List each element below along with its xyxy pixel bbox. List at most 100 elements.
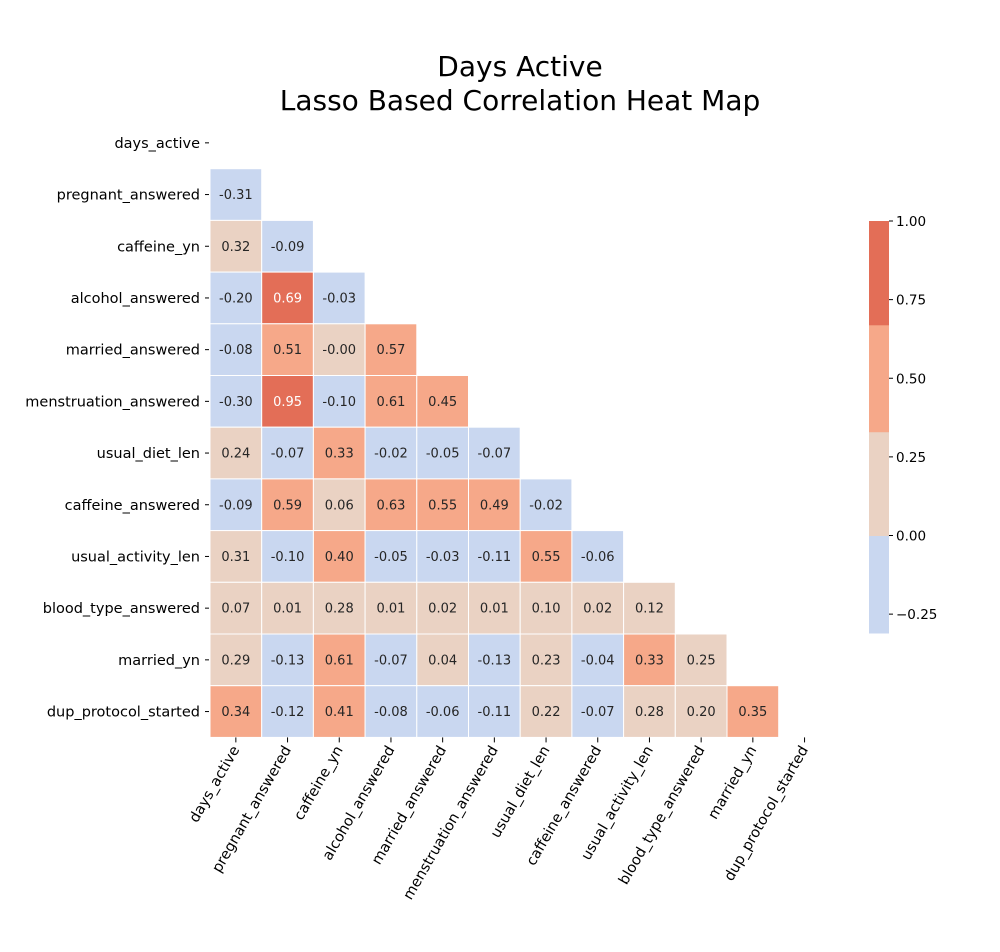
heatmap-cell-value: 0.06	[325, 498, 354, 513]
heatmap-cell-value: 0.01	[480, 602, 509, 617]
x-tick-label-menstruation-answered: menstruation_answered	[401, 743, 502, 902]
heatmap-cell-caffeine-answered-pregnant-answered	[261, 478, 314, 532]
heatmap-cell-value: 0.55	[532, 550, 561, 565]
heatmap-cell-value: 0.12	[635, 602, 664, 617]
heatmap-cell-value: -0.07	[374, 653, 408, 668]
heatmap-cell-value: -0.02	[374, 447, 408, 462]
heatmap-cell-married-yn-married-answered	[416, 633, 469, 687]
heatmap-cell-value: 0.95	[273, 395, 302, 410]
heatmap-cell-value: 0.02	[583, 602, 612, 617]
heatmap-cell-usual-activity-len-caffeine-answered	[571, 530, 625, 583]
heatmap-cell-dup-protocol-started-married-yn	[726, 685, 780, 738]
heatmap-cell-blood-type-answered-usual-activity-len	[623, 581, 676, 635]
y-tick-label-menstruation-answered: menstruation_answered	[25, 394, 200, 410]
heatmap-cell-value: 0.07	[221, 602, 250, 617]
heatmap-cell-blood-type-answered-caffeine-yn	[312, 581, 366, 635]
x-axis-tick-labels: days_activepregnant_answeredcaffeine_yna…	[187, 737, 812, 903]
heatmap-cell-value: 0.29	[221, 653, 250, 668]
y-axis-tick-labels: days_active pregnant_answered caffeine_yna…	[25, 136, 209, 721]
heatmap-cell-value: -0.20	[219, 291, 253, 306]
heatmap-cells: -0.31 0.32 -0.09 -0.20 0.69 -0.03 -0.08 0.51 -0.…	[209, 168, 780, 738]
y-tick-label-days-active: days_active	[114, 136, 200, 152]
heatmap-cell-blood-type-answered-usual-diet-len	[519, 581, 573, 635]
heatmap-cell-value: -0.06	[426, 705, 460, 720]
heatmap-cell-value: 0.28	[325, 602, 354, 617]
y-tick-label-usual-diet-len: usual_diet_len	[97, 446, 200, 462]
heatmap-cell-blood-type-answered-alcohol-answered	[364, 581, 418, 635]
heatmap-cell-married-yn-days-active	[209, 633, 263, 687]
chart-title-line-1: Days Active	[437, 50, 602, 83]
colorbar-tick-label: −0.25	[896, 607, 937, 623]
y-tick-label-usual-activity-len: usual_activity_len	[71, 549, 200, 565]
heatmap-cell-usual-diet-len-days-active	[209, 426, 263, 480]
heatmap-cell-value: 0.45	[428, 395, 457, 410]
y-tick-label-alcohol-answered: alcohol_answered	[71, 291, 200, 307]
x-tick-label-caffeine-yn: caffeine_yn	[291, 743, 346, 823]
chart-title: Days Active Lasso Based Correlation Heat…	[280, 50, 761, 117]
heatmap-cell-value: 0.49	[480, 498, 509, 513]
heatmap-cell-value: 0.51	[273, 343, 302, 358]
colorbar-segment	[869, 535, 889, 634]
heatmap-cell-married-answered-alcohol-answered	[364, 323, 418, 376]
heatmap-cell-value: -0.11	[478, 550, 512, 565]
heatmap-cell-caffeine-answered-usual-diet-len	[519, 478, 573, 532]
heatmap-cell-usual-diet-len-pregnant-answered	[261, 426, 314, 480]
colorbar-tick-label: 0.50	[896, 371, 926, 387]
heatmap-cell-value: 0.55	[428, 498, 457, 513]
heatmap-cell-value: -0.09	[271, 240, 305, 255]
heatmap-cell-married-yn-usual-activity-len	[623, 633, 676, 687]
heatmap-cell-value: 0.22	[532, 705, 561, 720]
y-tick-label-married-answered: married_answered	[66, 343, 200, 359]
colorbar-tick-label: 0.25	[896, 450, 926, 466]
heatmap-cell-pregnant-answered-days-active	[209, 168, 263, 221]
heatmap-cell-value: -0.02	[529, 498, 563, 513]
heatmap-cell-married-yn-caffeine-answered	[571, 633, 625, 687]
heatmap-cell-value: 0.10	[532, 602, 561, 617]
heatmap-cell-value: -0.10	[271, 550, 305, 565]
heatmap-cell-usual-diet-len-alcohol-answered	[364, 426, 418, 480]
heatmap-cell-dup-protocol-started-alcohol-answered	[364, 685, 418, 738]
heatmap-cell-caffeine-answered-days-active	[209, 478, 263, 532]
heatmap-cell-value: 0.61	[376, 395, 405, 410]
heatmap-cell-menstruation-answered-alcohol-answered	[364, 375, 418, 428]
heatmap-cell-value: 0.63	[376, 498, 405, 513]
heatmap-cell-married-yn-blood-type-answered	[674, 633, 728, 687]
heatmap-cell-value: 0.31	[221, 550, 250, 565]
heatmap-cell-value: -0.10	[322, 395, 356, 410]
chart-title-line-2: Lasso Based Correlation Heat Map	[280, 84, 761, 117]
heatmap-cell-usual-diet-len-caffeine-yn	[312, 426, 366, 480]
heatmap-cell-dup-protocol-started-menstruation-answered	[468, 685, 521, 738]
heatmap-cell-value: 0.35	[738, 705, 767, 720]
colorbar-segment	[869, 324, 889, 433]
heatmap-cell-value: 0.01	[376, 602, 405, 617]
heatmap-cell-value: -0.11	[478, 705, 512, 720]
y-tick-label-caffeine-yn: caffeine_yn	[117, 239, 200, 255]
heatmap-cell-value: -0.12	[271, 705, 305, 720]
y-tick-label-married-yn: married_yn	[118, 653, 200, 669]
heatmap-cell-usual-diet-len-married-answered	[416, 426, 469, 480]
heatmap-cell-dup-protocol-started-days-active	[209, 685, 263, 738]
heatmap-cell-value: -0.31	[219, 188, 253, 203]
heatmap-cell-value: 0.28	[635, 705, 664, 720]
heatmap-cell-value: -0.30	[219, 395, 253, 410]
heatmap-cell-value: -0.13	[478, 653, 512, 668]
heatmap-cell-caffeine-yn-pregnant-answered	[261, 219, 314, 273]
heatmap-cell-value: 0.24	[221, 447, 250, 462]
heatmap-cell-usual-diet-len-menstruation-answered	[468, 426, 521, 480]
heatmap-cell-value: 0.40	[325, 550, 354, 565]
heatmap-cell-blood-type-answered-menstruation-answered	[468, 581, 521, 635]
heatmap-cell-value: -0.05	[374, 550, 408, 565]
colorbar: 1.00 0.75 0.50 0.25 0.00 −0.25	[869, 214, 937, 634]
colorbar-tick-label: 1.00	[896, 214, 926, 230]
heatmap-cell-value: 0.20	[687, 705, 716, 720]
heatmap-cell-dup-protocol-started-usual-activity-len	[623, 685, 676, 738]
y-tick-label-blood-type-answered: blood_type_answered	[43, 601, 200, 617]
heatmap-cell-value: 0.01	[273, 602, 302, 617]
heatmap-cell-value: -0.07	[478, 447, 512, 462]
heatmap-cell-value: 0.41	[325, 705, 354, 720]
heatmap-cell-value: 0.32	[221, 240, 250, 255]
heatmap-cell-value: -0.06	[581, 550, 615, 565]
heatmap-cell-caffeine-answered-menstruation-answered	[468, 478, 521, 532]
x-tick-label-days-active: days_active	[187, 743, 244, 825]
